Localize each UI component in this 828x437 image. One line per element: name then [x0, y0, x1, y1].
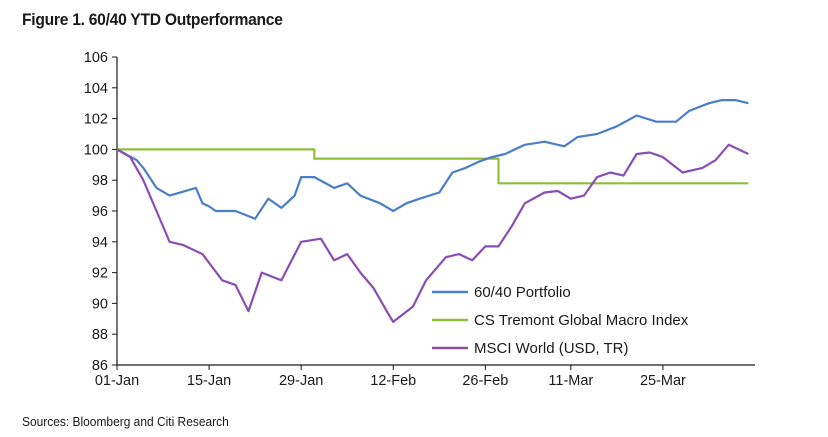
axes: 86 88 90 92 94 96 98 100 102 104 106 01-Jan 15-Jan 29…: [84, 50, 755, 389]
series-line-2: [116, 143, 749, 323]
legend-label: CS Tremont Global Macro Index: [474, 312, 689, 329]
y-tick-label: 86: [92, 358, 108, 374]
chart-title: Figure 1. 60/40 YTD Outperformance: [22, 10, 283, 29]
x-tick-label: 25-Mar: [640, 373, 686, 389]
source-note: Sources: Bloomberg and Citi Research: [22, 414, 229, 429]
series-lines: [116, 99, 749, 323]
y-tick-label: 104: [84, 81, 108, 97]
legend: 60/40 Portfolio CS Tremont Global Macro I…: [432, 284, 689, 357]
legend-label: MSCI World (USD, TR): [474, 340, 628, 357]
series-line-0: [116, 99, 749, 220]
y-tick-label: 94: [92, 235, 108, 251]
y-tick-label: 96: [92, 204, 108, 220]
y-tick-label: 98: [92, 173, 108, 189]
x-tick-label: 01-Jan: [95, 373, 139, 389]
y-tick-label: 92: [92, 266, 108, 282]
y-tick-label: 90: [92, 296, 108, 312]
x-tick-label: 26-Feb: [462, 373, 508, 389]
y-tick-label: 102: [84, 112, 108, 128]
x-tick-label: 29-Jan: [279, 373, 323, 389]
x-tick-label: 15-Jan: [187, 373, 231, 389]
legend-label: 60/40 Portfolio: [474, 284, 571, 301]
x-tick-label: 12-Feb: [370, 373, 416, 389]
y-tick-label: 106: [84, 50, 108, 66]
y-tick-label: 88: [92, 327, 108, 343]
series-line-1: [117, 148, 749, 185]
x-tick-label: 11-Mar: [548, 373, 593, 389]
y-tick-label: 100: [84, 142, 108, 158]
